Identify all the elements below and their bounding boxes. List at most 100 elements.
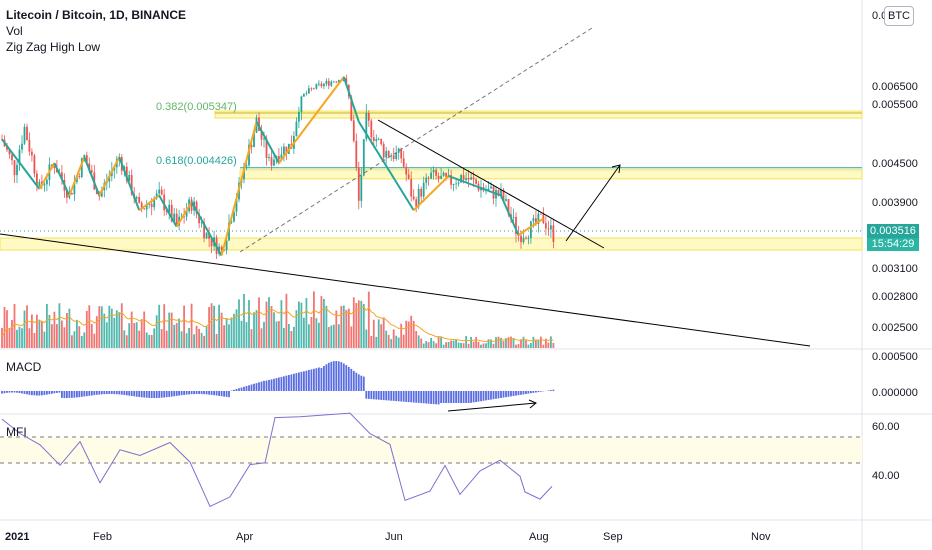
candle-body: [337, 80, 340, 83]
macd-bar: [487, 391, 490, 400]
indicator-vol[interactable]: Vol: [6, 24, 23, 38]
macd-bar: [178, 391, 180, 396]
candle-body: [83, 155, 86, 159]
macd-bar: [170, 391, 173, 397]
zigzag-segment: [98, 156, 121, 196]
macd-bar: [532, 391, 535, 393]
volume-bar: [425, 341, 428, 348]
macd-bar: [193, 391, 195, 395]
macd-bar: [218, 391, 220, 396]
candle-body: [190, 199, 193, 211]
volume-bar: [462, 343, 465, 348]
macd-bar: [345, 365, 348, 391]
candle-body: [303, 93, 305, 97]
macd-bar: [410, 391, 413, 403]
macd-bar: [165, 391, 168, 398]
candle-body: [525, 237, 527, 239]
candle-body: [250, 144, 253, 148]
volume-bar: [285, 293, 288, 348]
macd-bar: [308, 370, 310, 391]
volume-bar: [28, 328, 31, 348]
volume-bar: [300, 302, 303, 348]
candle-body: [61, 172, 63, 180]
volume-bar: [233, 313, 235, 348]
volume-bar: [552, 342, 555, 348]
candle-body: [18, 149, 21, 165]
macd-bar: [63, 391, 66, 398]
volume-bar: [243, 293, 245, 348]
candle-body: [315, 83, 318, 89]
x-tick-sep: Sep: [603, 531, 623, 543]
volume-bar: [130, 311, 133, 348]
candle-body: [143, 208, 146, 210]
macd-bar: [435, 391, 437, 405]
candle-body: [442, 172, 445, 176]
candle-body: [520, 235, 522, 243]
volume-bar: [61, 320, 63, 348]
macd-bar: [21, 391, 23, 394]
macd-bar: [515, 391, 517, 396]
volume-bar: [527, 344, 530, 348]
macd-bar: [300, 371, 303, 391]
macd-bar: [213, 391, 215, 396]
macd-bar: [88, 391, 91, 396]
volume-bar: [507, 337, 510, 348]
volume-bar: [120, 303, 123, 348]
candle-body: [130, 175, 133, 195]
volume-bar: [193, 334, 195, 348]
macd-bar: [66, 391, 68, 398]
candle-body: [160, 189, 163, 195]
macd-bar: [387, 391, 390, 401]
macd-bar: [390, 391, 393, 401]
macd-bar: [303, 371, 305, 391]
mfi-band: [0, 437, 862, 463]
long-trendline: [0, 233, 811, 347]
volume-bar: [332, 324, 335, 348]
candle-body: [138, 197, 141, 203]
indicator-zigzag[interactable]: Zig Zag High Low: [6, 40, 101, 54]
volume-bar: [485, 343, 487, 348]
candle-body: [540, 213, 542, 215]
volume-bar: [105, 322, 108, 348]
fib-618-band: [239, 169, 863, 180]
candle-body: [460, 175, 462, 183]
volume-bar: [275, 321, 278, 348]
volume-bar: [375, 336, 378, 348]
candle-body: [125, 166, 128, 182]
macd-bar: [33, 391, 36, 396]
currency-badge[interactable]: BTC: [884, 6, 914, 26]
macd-bar: [210, 391, 213, 395]
volume-bar: [517, 344, 520, 348]
volume-bar: [350, 326, 353, 348]
macd-bar: [183, 391, 185, 395]
candle-body: [318, 83, 320, 85]
macd-bar: [380, 391, 383, 400]
macd-bar: [505, 391, 507, 398]
volume-bar: [475, 337, 477, 348]
candle-body: [455, 183, 457, 185]
candle-body: [43, 184, 46, 186]
macd-bar: [26, 391, 28, 395]
macd-bar: [118, 391, 121, 395]
volume-bar: [482, 343, 485, 348]
volume-bar: [158, 304, 161, 348]
candle-body: [457, 182, 460, 184]
macd-bar: [472, 391, 475, 403]
volume-bar: [240, 320, 243, 348]
volume-bar: [410, 315, 413, 348]
zigzag-segment: [68, 156, 86, 196]
volume-bar: [542, 344, 545, 348]
volume-bar: [148, 334, 151, 348]
macd-bar: [16, 391, 18, 393]
volume-bar: [495, 337, 497, 348]
candle-body: [440, 175, 442, 179]
macd-bar: [467, 391, 470, 403]
support-band: [0, 237, 863, 251]
volume-bar: [435, 343, 437, 348]
candle-body: [80, 158, 83, 177]
macd-bar: [253, 383, 255, 391]
macd-bar: [323, 366, 325, 391]
volume-bar: [490, 339, 492, 348]
volume-bar: [365, 329, 368, 348]
candle-body: [153, 198, 156, 208]
